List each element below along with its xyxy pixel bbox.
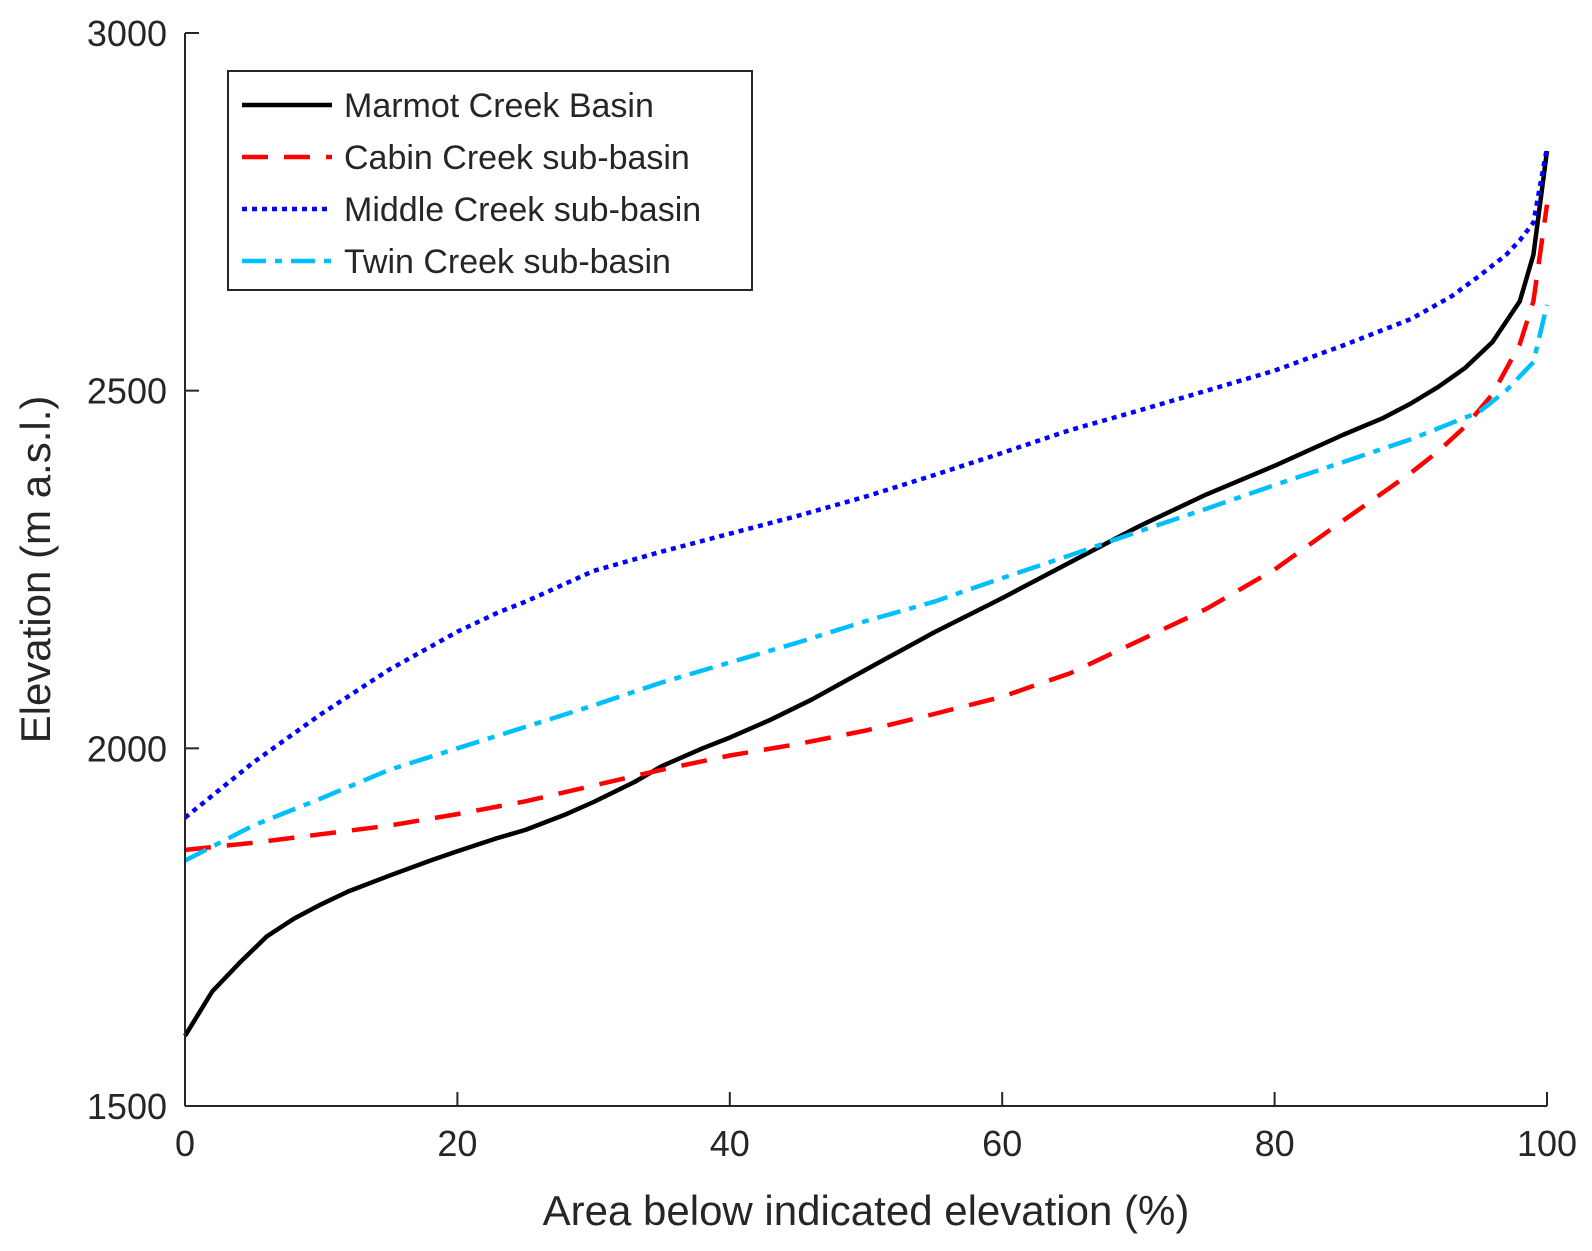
series-line-2 <box>184 204 1550 853</box>
series-layer <box>183 147 1550 1038</box>
legend-label-1: Marmot Creek Basin <box>344 87 654 125</box>
x-tick-label: 80 <box>1255 1123 1295 1164</box>
legend-label-4: Twin Creek sub-basin <box>344 243 671 281</box>
series-line-1 <box>183 150 1550 1038</box>
legend-label-3: Middle Creek sub-basin <box>344 191 701 229</box>
x-tick-label: 60 <box>982 1123 1022 1164</box>
x-tick-label: 40 <box>710 1123 750 1164</box>
y-tick-label: 2000 <box>87 728 167 769</box>
series-line-4 <box>183 304 1550 863</box>
y-tick-label: 1500 <box>87 1086 167 1127</box>
series-line-3 <box>183 147 1550 820</box>
x-tick-label: 100 <box>1517 1123 1577 1164</box>
y-tick-label: 2500 <box>87 371 167 412</box>
x-tick-label: 20 <box>437 1123 477 1164</box>
legend-label-2: Cabin Creek sub-basin <box>344 139 690 177</box>
x-axis-title: Area below indicated elevation (%) <box>543 1187 1190 1234</box>
x-tick-label: 0 <box>175 1123 195 1164</box>
axes-layer: 0 20 40 60 80 100 1500 2000 2500 3000 <box>87 13 1577 1164</box>
y-tick-label: 3000 <box>87 13 167 54</box>
legend-box <box>227 70 753 291</box>
y-axis-title: Elevation (m a.s.l.) <box>12 396 59 744</box>
legend: Marmot Creek Basin Cabin Creek sub-basin M… <box>227 70 753 291</box>
